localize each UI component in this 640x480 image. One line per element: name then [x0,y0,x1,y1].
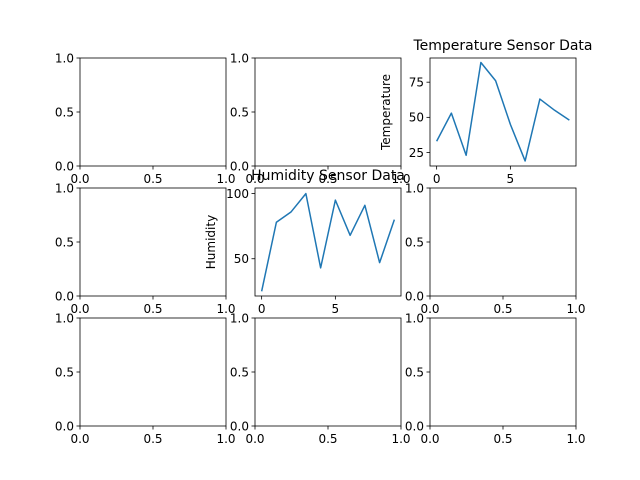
subplot-0-2: 0 5 25 50 75 Temperature Sensor Data Temperatu… [379,38,593,186]
x-tick-label: 5 [332,302,340,316]
x-tick-label: 0 [258,302,266,316]
y-tick-label: 1.0 [405,181,424,195]
subplot-1-2: 0.0 0.5 1.0 0.0 0.5 1.0 [405,181,586,316]
y-axis-label: Temperature [379,74,393,151]
x-tick-label: 0.0 [70,302,89,316]
y-tick-label: 1.0 [230,51,249,65]
x-tick-label: 0.0 [70,172,89,186]
subplot-0-0: 0.0 0.5 1.0 0.0 0.5 1.0 [55,51,236,186]
x-tick-label: 0.5 [318,172,337,186]
y-tick-label: 0.5 [55,105,74,119]
x-tick-label: 0.5 [143,172,162,186]
y-tick-label: 0.5 [55,365,74,379]
x-tick-label: 1.0 [391,172,410,186]
x-tick-label: 0.5 [143,432,162,446]
x-tick-label: 0.0 [245,432,264,446]
y-tick-label: 0.5 [230,365,249,379]
y-tick-label: 1.0 [405,311,424,325]
y-tick-label: 0.0 [55,419,74,433]
axes-frame [429,187,577,297]
y-tick-label: 0.0 [55,159,74,173]
y-axis-label: Humidity [204,215,218,269]
y-tick-label: 0.0 [230,419,249,433]
y-tick-label: 0.0 [55,289,74,303]
y-tick-label: 50 [234,252,249,266]
x-tick-label: 0.5 [143,302,162,316]
x-tick-label: 0.0 [420,432,439,446]
x-tick-label: 5 [507,172,515,186]
x-tick-label: 1.0 [391,432,410,446]
subplot-2-0: 0.0 0.5 1.0 0.0 0.5 1.0 [55,311,236,446]
series-line-0 [435,61,570,162]
x-tick-label: 1.0 [566,432,585,446]
axes-frame [254,317,402,427]
y-tick-label: 1.0 [230,311,249,325]
series-line-0 [260,192,396,292]
x-tick-label: 0.5 [493,302,512,316]
axes-frame [79,317,227,427]
x-tick-label: 1.0 [216,432,235,446]
x-tick-label: 0.5 [493,432,512,446]
y-tick-label: 0.0 [405,419,424,433]
subplot-1-0: 0.0 0.5 1.0 0.0 0.5 1.0 [55,181,236,316]
plot-title: Humidity Sensor Data [251,168,405,184]
x-tick-label: 0.5 [318,432,337,446]
x-tick-label: 0.0 [245,172,264,186]
y-tick-label: 100 [226,187,249,201]
x-tick-label: 1.0 [566,302,585,316]
y-tick-label: 50 [409,111,424,125]
subplot-2-1: 0.0 0.5 1.0 0.0 0.5 1.0 [230,311,411,446]
x-tick-label: 0.0 [420,302,439,316]
x-tick-label: 0 [433,172,441,186]
x-tick-label: 0.0 [70,432,89,446]
y-tick-label: 1.0 [55,181,74,195]
axes-frame [254,187,402,297]
axes-frame [429,57,577,167]
axes-frame [429,317,577,427]
y-tick-label: 0.5 [405,365,424,379]
y-tick-label: 25 [409,146,424,160]
y-tick-label: 0.5 [55,235,74,249]
plot-title: Temperature Sensor Data [413,38,593,54]
x-tick-label: 1.0 [216,302,235,316]
y-tick-label: 1.0 [55,311,74,325]
y-tick-label: 75 [409,75,424,89]
y-tick-label: 0.0 [230,159,249,173]
subplot-2-2: 0.0 0.5 1.0 0.0 0.5 1.0 [405,311,586,446]
y-tick-label: 0.0 [405,289,424,303]
y-tick-label: 0.5 [230,105,249,119]
y-tick-label: 1.0 [55,51,74,65]
axes-frame [79,57,227,167]
x-tick-label: 1.0 [216,172,235,186]
subplot-0-1: 0.0 0.5 1.0 0.0 0.5 1.0 [230,51,411,186]
y-tick-label: 0.5 [405,235,424,249]
